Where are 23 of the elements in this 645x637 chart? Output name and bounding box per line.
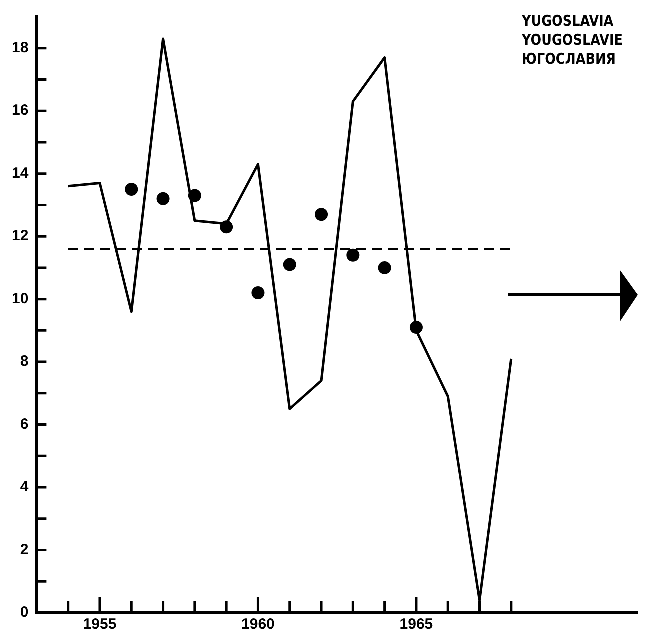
x-tick-label: 1965 — [400, 616, 434, 634]
x-tick-label: 1960 — [242, 616, 275, 634]
y-tick-label: 8 — [20, 353, 29, 370]
y-tick-label: 14 — [12, 164, 30, 182]
point — [125, 183, 138, 196]
point — [315, 208, 328, 222]
annotation: ЮГОСЛАВИЯ — [522, 50, 617, 69]
chart-title: YUGOSLAVIA — [522, 12, 615, 31]
y-tick-label: 10 — [12, 290, 29, 308]
y-tick-label: 2 — [20, 541, 29, 558]
y-tick-label: 6 — [20, 416, 29, 433]
y-tick-label: 16 — [12, 102, 29, 120]
y-tick-label: 0 — [20, 604, 29, 622]
text: YOUGOSLAVIE — [522, 31, 623, 50]
point — [378, 261, 392, 274]
y-tick-label: 12 — [12, 228, 29, 245]
y-tick-label: 18 — [12, 40, 29, 57]
point — [252, 286, 265, 300]
point — [156, 192, 170, 206]
x-tick-label: 1955 — [83, 616, 117, 634]
point — [346, 248, 360, 262]
y-tick-label: 4 — [20, 478, 30, 496]
point — [283, 258, 296, 272]
